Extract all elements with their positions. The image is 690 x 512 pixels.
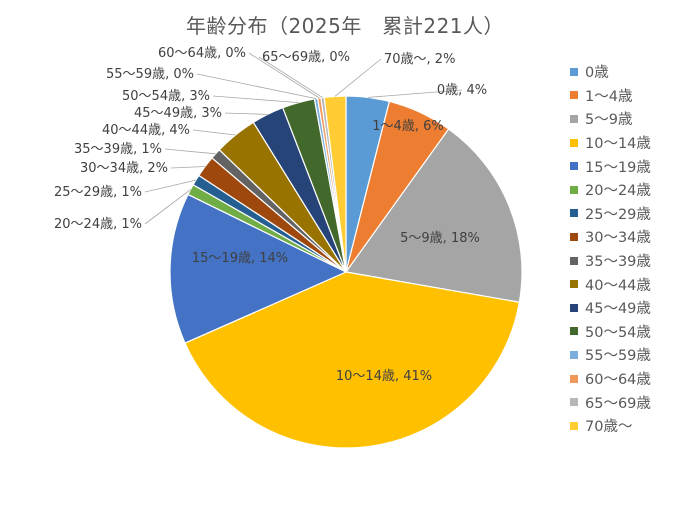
legend-item: 15～19歳 (570, 154, 651, 178)
data-label: 70歳～, 2% (384, 52, 455, 67)
legend-item: 25～29歳 (570, 202, 651, 226)
legend-item: 55～59歳 (570, 343, 651, 367)
pie-slice (169, 193, 348, 344)
legend-item: 0歳 (570, 60, 651, 84)
leader-line (212, 95, 299, 103)
legend-swatch (570, 185, 578, 194)
legend-item: 5～9歳 (570, 107, 651, 131)
legend-swatch (570, 256, 578, 265)
legend-label: 40～44歳 (585, 277, 651, 294)
legend-item: 30～34歳 (570, 225, 651, 249)
legend-label: 60～64歳 (585, 372, 651, 389)
leader-line (164, 148, 216, 155)
leader-lines (144, 52, 463, 225)
leader-line (196, 73, 317, 99)
data-label: 0歳, 4% (437, 83, 487, 98)
legend-item: 1～4歳 (570, 84, 651, 108)
data-labels: 0歳, 4% 1～4歳, 6% 5～9歳, 18% 10～14歳, 41% 15～19歳… (54, 46, 487, 384)
legend-label: 15～19歳 (585, 159, 651, 176)
data-label: 1～4歳, 6% (372, 119, 443, 134)
legend-label: 30～34歳 (585, 230, 651, 247)
legend-label: 70歳～ (585, 419, 633, 436)
data-label: 10～14歳, 41% (336, 369, 432, 384)
legend-swatch (570, 421, 578, 430)
leader-line (170, 166, 206, 169)
chart-legend: 0歳 1～4歳 5～9歳 10～14歳 15～19歳 20～24歳 25～29歳 30～34歳… (570, 60, 651, 438)
leader-line (367, 89, 463, 98)
legend-swatch (570, 280, 578, 289)
data-label: 5～9歳, 18% (400, 231, 480, 246)
legend-swatch (570, 91, 578, 100)
data-label: 65～69歳, 0% (262, 50, 350, 65)
legend-swatch (570, 162, 578, 171)
data-label: 55～59歳, 0% (106, 67, 194, 82)
legend-swatch (570, 67, 578, 76)
legend-label: 10～14歳 (585, 136, 651, 153)
legend-swatch (570, 374, 578, 383)
leader-line (334, 58, 382, 97)
legend-label: 20～24歳 (585, 183, 651, 200)
legend-label: 55～59歳 (585, 348, 651, 365)
legend-item: 40～44歳 (570, 272, 651, 296)
legend-swatch (570, 327, 578, 336)
legend-label: 65～69歳 (585, 395, 651, 412)
legend-item: 50～54歳 (570, 320, 651, 344)
legend-swatch (570, 138, 578, 147)
leader-line (144, 179, 196, 193)
legend-swatch (570, 303, 578, 312)
legend-label: 35～39歳 (585, 254, 651, 271)
leader-line (248, 52, 320, 99)
data-label: 25～29歳, 1% (54, 185, 142, 200)
data-label: 15～19歳, 14% (192, 251, 288, 266)
chart-title: 年齢分布（2025年 累計221人） (185, 14, 505, 38)
legend-item: 35～39歳 (570, 249, 651, 273)
pie-slice (344, 128, 523, 303)
data-label: 30～34歳, 2% (80, 161, 168, 176)
legend-swatch (570, 232, 578, 241)
legend-label: 50～54歳 (585, 324, 651, 341)
pie-slices (169, 95, 523, 449)
leader-line (144, 189, 191, 225)
leader-line (224, 112, 268, 115)
data-label: 35～39歳, 1% (74, 142, 162, 157)
legend-swatch (570, 398, 578, 407)
data-label: 40～44歳, 4% (102, 123, 190, 138)
data-label: 60～64歳, 0% (158, 46, 246, 61)
data-label: 45～49歳, 3% (134, 106, 222, 121)
legend-swatch (570, 350, 578, 359)
legend-label: 0歳 (585, 65, 609, 82)
legend-item: 65～69歳 (570, 390, 651, 414)
leader-line (192, 129, 236, 136)
pie-slice (184, 271, 521, 449)
legend-item: 70歳～ (570, 414, 651, 438)
legend-label: 25～29歳 (585, 206, 651, 223)
legend-swatch (570, 209, 578, 218)
legend-item: 10～14歳 (570, 131, 651, 155)
data-label: 50～54歳, 3% (122, 89, 210, 104)
data-label: 20～24歳, 1% (54, 217, 142, 232)
legend-label: 1～4歳 (585, 88, 633, 105)
legend-item: 60～64歳 (570, 367, 651, 391)
legend-item: 20～24歳 (570, 178, 651, 202)
legend-label: 45～49歳 (585, 301, 651, 318)
legend-item: 45～49歳 (570, 296, 651, 320)
legend-swatch (570, 114, 578, 123)
legend-label: 5～9歳 (585, 112, 633, 129)
leader-line (258, 56, 323, 98)
